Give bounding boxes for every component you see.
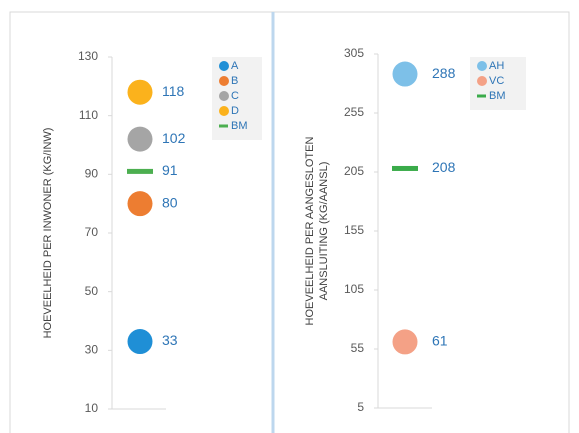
legend-label: C <box>231 90 239 102</box>
marker <box>392 165 418 171</box>
legend-label: D <box>231 105 239 117</box>
legend-marker <box>477 94 486 98</box>
value-label: 80 <box>162 194 178 210</box>
value-label: 61 <box>432 333 448 349</box>
marker <box>127 191 153 217</box>
y-tick-label: 30 <box>85 343 99 357</box>
y-tick-label: 305 <box>344 46 364 60</box>
value-label: 208 <box>432 159 456 175</box>
y-tick-label: 5 <box>357 400 364 414</box>
legend-marker <box>219 124 228 128</box>
legend-marker <box>219 76 229 86</box>
marker <box>127 79 153 105</box>
marker <box>392 61 418 87</box>
legend-marker <box>219 61 229 71</box>
y-axis-label: AANSLUITING (KG/AANSL) <box>318 162 330 301</box>
value-label: 91 <box>162 162 178 178</box>
y-tick-label: 110 <box>79 108 98 122</box>
y-axis-label: HOEVEELHEID PER AANGESLOTEN <box>304 136 316 325</box>
value-label: 288 <box>432 65 456 81</box>
legend-marker <box>477 76 487 86</box>
legend-label: VC <box>489 75 504 87</box>
legend-marker <box>477 61 487 71</box>
value-label: 33 <box>162 332 178 348</box>
marker <box>127 329 153 355</box>
frame <box>9 11 570 433</box>
legend-label: B <box>231 75 238 87</box>
legend-label: A <box>231 60 239 72</box>
y-tick-label: 205 <box>344 164 364 178</box>
legend-label: BM <box>231 120 248 132</box>
marker <box>127 168 153 174</box>
y-tick-label: 155 <box>344 223 364 237</box>
y-tick-label: 255 <box>344 105 364 119</box>
y-tick-label: 105 <box>344 282 364 296</box>
marker <box>392 329 418 355</box>
value-label: 102 <box>162 130 186 146</box>
marker <box>127 126 153 152</box>
y-tick-label: 130 <box>78 49 98 63</box>
y-tick-label: 10 <box>85 401 99 415</box>
legend-marker <box>219 106 229 116</box>
y-tick-label: 50 <box>85 284 99 298</box>
legend-label: BM <box>489 90 506 102</box>
value-label: 118 <box>162 83 185 99</box>
y-tick-label: 55 <box>351 341 365 355</box>
y-axis-label: HOEVEELHEID PER INWONER (KG/INW) <box>42 128 54 339</box>
legend-marker <box>219 91 229 101</box>
y-tick-label: 90 <box>85 167 99 181</box>
legend-label: AH <box>489 60 504 72</box>
y-tick-label: 70 <box>85 225 99 239</box>
